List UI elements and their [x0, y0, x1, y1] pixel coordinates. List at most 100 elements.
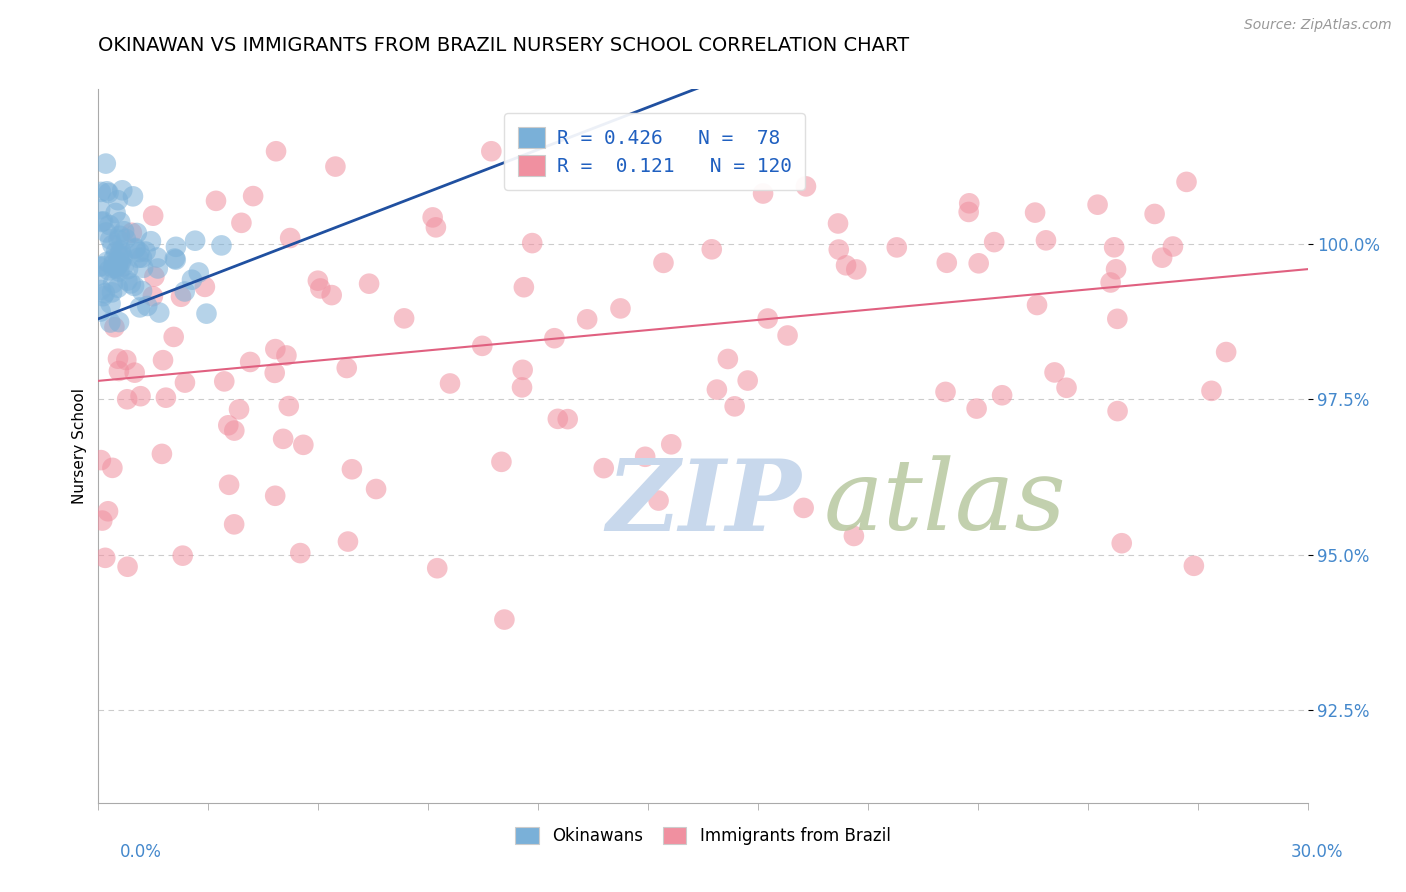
Point: [107, 351, 129, 366]
Point: [108, 264, 131, 278]
Point: [111, 183, 134, 197]
Point: [634, 450, 657, 464]
Point: [264, 145, 287, 159]
Point: [494, 613, 516, 627]
Point: [1107, 404, 1129, 418]
Point: [110, 244, 132, 258]
Point: [111, 249, 134, 263]
Point: [117, 274, 139, 288]
Point: [89, 260, 111, 274]
Text: 0.0%: 0.0%: [120, 843, 162, 861]
Point: [98, 218, 121, 232]
Point: [842, 529, 865, 543]
Point: [125, 226, 148, 240]
Point: [90, 453, 112, 467]
Point: [276, 348, 298, 362]
Point: [292, 438, 315, 452]
Point: [152, 353, 174, 368]
Point: [991, 388, 1014, 402]
Point: [652, 256, 675, 270]
Point: [307, 274, 329, 288]
Point: [228, 402, 250, 417]
Point: [214, 375, 236, 389]
Point: [101, 238, 124, 252]
Point: [163, 252, 186, 266]
Point: [967, 256, 990, 270]
Point: [181, 273, 204, 287]
Point: [957, 196, 980, 211]
Point: [89, 202, 111, 217]
Point: [425, 220, 447, 235]
Point: [172, 549, 194, 563]
Point: [135, 244, 157, 259]
Point: [146, 251, 169, 265]
Point: [91, 514, 114, 528]
Point: [845, 262, 868, 277]
Point: [174, 376, 197, 390]
Point: [107, 249, 129, 263]
Point: [886, 240, 908, 254]
Point: [321, 288, 343, 302]
Point: [547, 412, 569, 426]
Point: [364, 482, 387, 496]
Point: [1099, 276, 1122, 290]
Point: [1175, 175, 1198, 189]
Point: [139, 234, 162, 248]
Point: [1026, 298, 1049, 312]
Point: [983, 235, 1005, 249]
Point: [111, 251, 134, 265]
Point: [700, 242, 723, 256]
Point: [1102, 240, 1125, 254]
Point: [827, 217, 849, 231]
Point: [336, 534, 359, 549]
Point: [828, 243, 851, 257]
Point: [142, 209, 165, 223]
Point: [112, 260, 135, 274]
Point: [1143, 207, 1166, 221]
Point: [128, 301, 150, 315]
Point: [211, 238, 233, 252]
Point: [108, 315, 131, 329]
Point: [576, 312, 599, 326]
Point: [90, 215, 112, 229]
Point: [108, 215, 131, 229]
Point: [165, 240, 187, 254]
Point: [122, 278, 145, 293]
Point: [194, 280, 217, 294]
Point: [97, 186, 120, 200]
Point: [1024, 205, 1046, 219]
Point: [1201, 384, 1223, 398]
Point: [557, 412, 579, 426]
Point: [277, 399, 299, 413]
Text: atlas: atlas: [824, 456, 1067, 550]
Point: [737, 374, 759, 388]
Point: [242, 189, 264, 203]
Point: [170, 290, 193, 304]
Point: [98, 316, 121, 330]
Point: [263, 366, 285, 380]
Point: [128, 245, 150, 260]
Point: [98, 232, 121, 246]
Point: [239, 355, 262, 369]
Point: [1035, 233, 1057, 247]
Point: [513, 280, 536, 294]
Point: [835, 258, 858, 272]
Point: [121, 226, 143, 240]
Point: [115, 353, 138, 368]
Point: [479, 145, 502, 159]
Point: [217, 418, 239, 433]
Point: [422, 211, 444, 225]
Point: [426, 561, 449, 575]
Point: [108, 364, 131, 378]
Point: [108, 228, 131, 243]
Y-axis label: Nursery School: Nursery School: [72, 388, 87, 504]
Point: [91, 214, 114, 228]
Point: [107, 233, 129, 247]
Point: [647, 493, 669, 508]
Point: [97, 263, 120, 277]
Point: [124, 241, 146, 255]
Point: [512, 363, 534, 377]
Point: [90, 283, 112, 297]
Point: [117, 559, 139, 574]
Point: [103, 252, 125, 266]
